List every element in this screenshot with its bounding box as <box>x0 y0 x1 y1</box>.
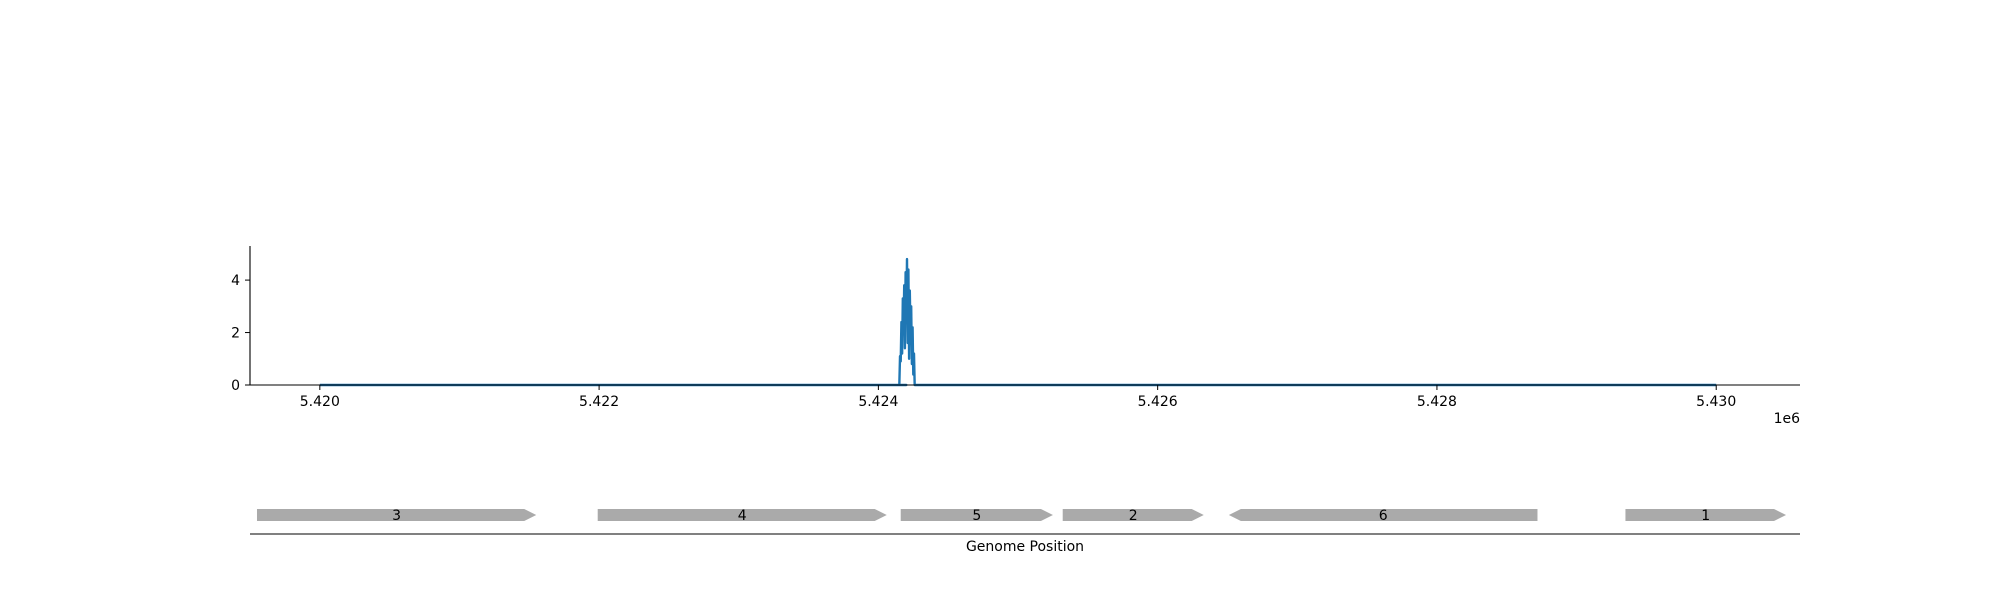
gene-arrows: 3 4 5 2 6 1 <box>256 508 1787 524</box>
gene-label: 1 <box>1701 508 1710 524</box>
coverage-plot: 5.420 5.422 5.424 5.426 5.428 5.430 0 2 4 1e6 <box>231 246 1800 427</box>
x-axis-offset-label: 1e6 <box>1774 411 1801 427</box>
y-tick-label: 4 <box>231 273 240 289</box>
x-tick-label: 5.428 <box>1417 394 1457 410</box>
gene-track: 3 4 5 2 6 1 Genome Position <box>250 508 1800 555</box>
coverage-series-line <box>319 257 1717 387</box>
gene-label: 2 <box>1129 508 1138 524</box>
y-axis-ticks: 0 2 4 <box>231 273 250 394</box>
gene-label: 4 <box>738 508 747 524</box>
gene-arrow <box>597 509 887 521</box>
y-tick-label: 2 <box>231 326 240 342</box>
gene-label: 5 <box>972 508 981 524</box>
gene-arrow <box>1625 509 1787 521</box>
x-tick-label: 5.426 <box>1138 394 1178 410</box>
gene-arrow <box>256 509 537 521</box>
gene-track-xlabel: Genome Position <box>966 539 1084 555</box>
gene-label: 6 <box>1379 508 1388 524</box>
x-tick-label: 5.424 <box>858 394 898 410</box>
y-tick-label: 0 <box>231 378 240 394</box>
x-axis-ticks: 5.420 5.422 5.424 5.426 5.428 5.430 <box>300 385 1736 410</box>
x-tick-label: 5.430 <box>1696 394 1736 410</box>
gene-arrow <box>1228 509 1538 521</box>
x-tick-label: 5.420 <box>300 394 340 410</box>
gene-arrow <box>1062 509 1204 521</box>
coverage-line-layer <box>319 257 1717 387</box>
gene-arrow <box>900 509 1053 521</box>
x-tick-label: 5.422 <box>579 394 619 410</box>
gene-label: 3 <box>392 508 401 524</box>
